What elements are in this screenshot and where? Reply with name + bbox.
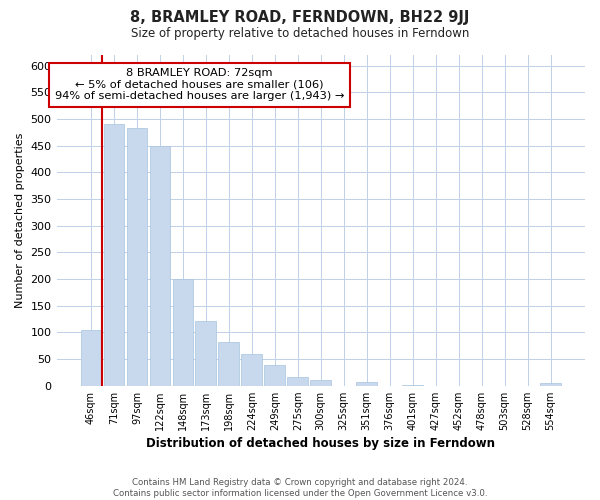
- Text: Size of property relative to detached houses in Ferndown: Size of property relative to detached ho…: [131, 28, 469, 40]
- Bar: [403, 384, 423, 386]
- Bar: [218, 342, 239, 386]
- Bar: [173, 279, 193, 386]
- Y-axis label: Number of detached properties: Number of detached properties: [15, 132, 25, 308]
- Text: 8, BRAMLEY ROAD, FERNDOWN, BH22 9JJ: 8, BRAMLEY ROAD, FERNDOWN, BH22 9JJ: [130, 10, 470, 25]
- Bar: [287, 377, 308, 386]
- Bar: [241, 354, 262, 386]
- Text: Contains HM Land Registry data © Crown copyright and database right 2024.
Contai: Contains HM Land Registry data © Crown c…: [113, 478, 487, 498]
- Bar: [265, 366, 285, 386]
- Bar: [127, 128, 147, 386]
- Bar: [196, 320, 216, 386]
- X-axis label: Distribution of detached houses by size in Ferndown: Distribution of detached houses by size …: [146, 437, 495, 450]
- Bar: [540, 383, 561, 386]
- Bar: [104, 124, 124, 386]
- Bar: [80, 330, 101, 386]
- Text: 8 BRAMLEY ROAD: 72sqm
← 5% of detached houses are smaller (106)
94% of semi-deta: 8 BRAMLEY ROAD: 72sqm ← 5% of detached h…: [55, 68, 344, 102]
- Bar: [356, 382, 377, 386]
- Bar: [310, 380, 331, 386]
- Bar: [149, 146, 170, 386]
